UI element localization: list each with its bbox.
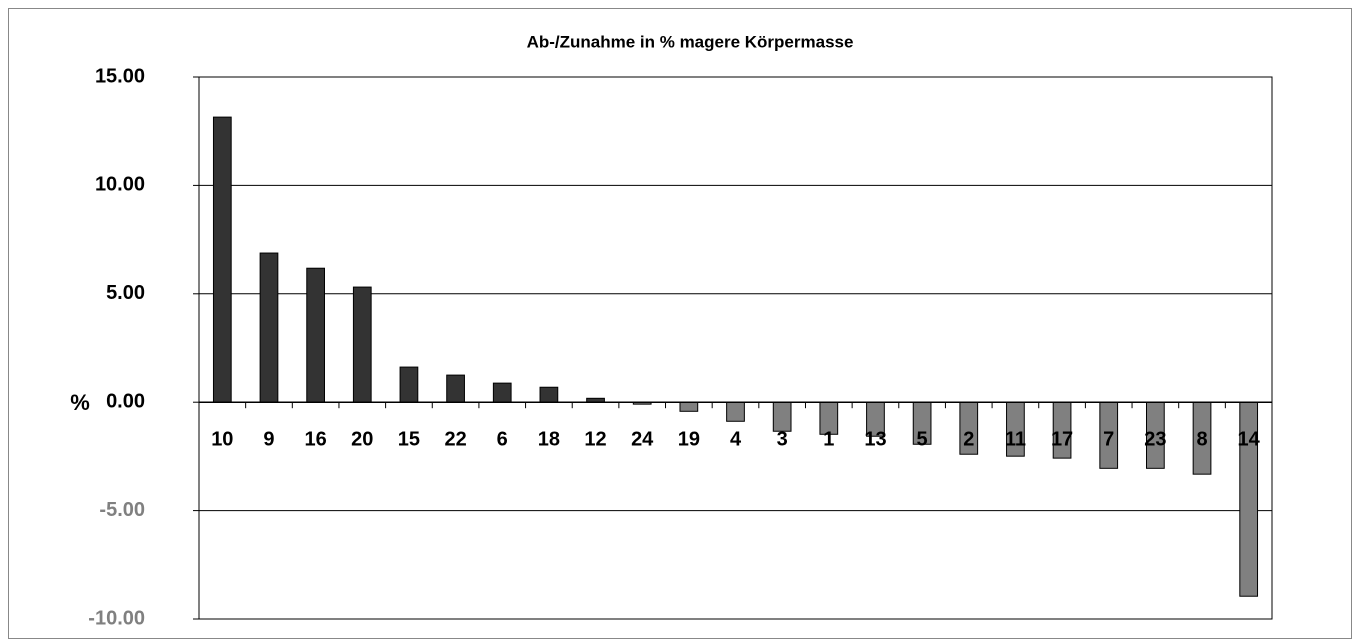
x-tick-label: 3	[777, 428, 788, 450]
x-tick-label: 5	[917, 428, 928, 450]
x-tick-label: 17	[1051, 428, 1073, 450]
x-tick-label: 23	[1144, 428, 1166, 450]
bar	[492, 382, 512, 403]
y-tick-label: -10.00	[88, 607, 145, 629]
bar	[726, 401, 745, 422]
chart-frame	[8, 8, 1352, 639]
x-tick-label: 15	[398, 428, 420, 450]
x-tick-label: 24	[631, 428, 654, 450]
x-tick-label: 1	[823, 428, 834, 450]
x-tick-label: 2	[963, 428, 974, 450]
chart-title: Ab-/Zunahme in % magere Körpermasse	[527, 32, 854, 51]
bar	[259, 252, 279, 403]
bar	[679, 401, 699, 412]
x-tick-label: 12	[584, 428, 606, 450]
y-axis-label: %	[70, 390, 90, 415]
bar	[539, 386, 559, 403]
bar	[212, 116, 232, 403]
y-tick-label: 10.00	[95, 174, 145, 196]
x-tick-label: 19	[678, 428, 700, 450]
x-tick-label: 4	[730, 428, 742, 450]
bar	[446, 374, 465, 403]
bar	[772, 401, 792, 432]
x-tick-label: 6	[497, 428, 508, 450]
bar	[399, 366, 419, 403]
x-tick-label: 9	[263, 428, 274, 450]
y-tick-label: 0.00	[106, 390, 145, 412]
x-tick-label: 8	[1196, 428, 1207, 450]
y-tick-label: 15.00	[95, 65, 145, 87]
bar	[306, 267, 325, 403]
x-tick-label: 18	[538, 428, 560, 450]
x-tick-label: 14	[1238, 428, 1261, 450]
y-tick-label: 5.00	[106, 282, 145, 304]
x-tick-label: 13	[864, 428, 886, 450]
x-tick-label: 7	[1103, 428, 1114, 450]
bar	[352, 286, 372, 403]
x-tick-label: 22	[444, 428, 466, 450]
x-tick-label: 11	[1005, 428, 1026, 450]
y-tick-label: -5.00	[99, 499, 145, 521]
x-tick-label: 20	[351, 428, 373, 450]
x-tick-label: 10	[211, 428, 233, 450]
x-tick-label: 16	[305, 428, 327, 450]
